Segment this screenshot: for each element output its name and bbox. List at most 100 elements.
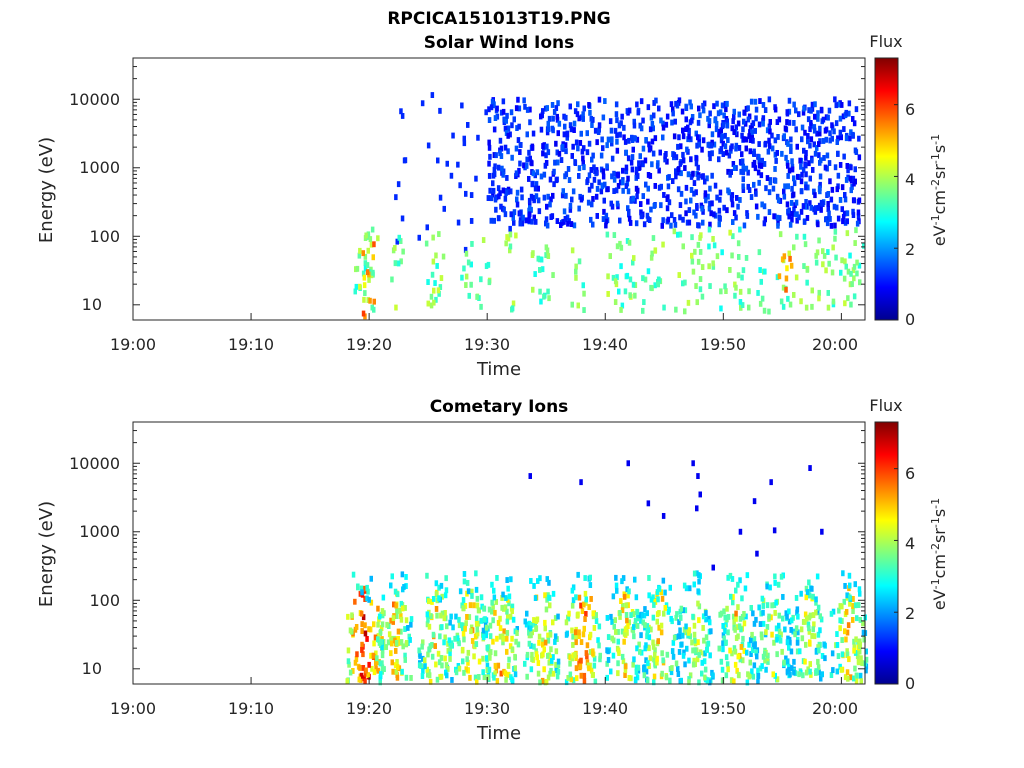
heatmap-cell [396, 636, 400, 642]
heatmap-cell [813, 101, 817, 108]
heatmap-cell [369, 652, 373, 659]
heatmap-cell [605, 163, 609, 170]
heatmap-cell [491, 191, 495, 198]
heatmap-cell [567, 177, 572, 183]
heatmap-cell [492, 587, 496, 594]
heatmap-cell [371, 254, 375, 261]
heatmap-cell [622, 630, 627, 637]
heatmap-cell [652, 656, 656, 663]
heatmap-cell [747, 641, 751, 648]
heatmap-cell [631, 146, 635, 153]
heatmap-cell [819, 616, 824, 623]
heatmap-cell [761, 102, 766, 108]
heatmap-cell [548, 631, 553, 638]
heatmap-cell [805, 589, 810, 596]
heatmap-cell [544, 216, 549, 223]
heatmap-cell [717, 156, 721, 163]
heatmap-cell [527, 207, 531, 214]
heatmap-cell [627, 619, 631, 626]
heatmap-cell [376, 235, 380, 242]
heatmap-cell [358, 247, 362, 254]
heatmap-cell [470, 593, 474, 599]
heatmap-cell [445, 623, 449, 630]
heatmap-cell [374, 665, 378, 672]
heatmap-cell [358, 283, 362, 290]
heatmap-cell [853, 581, 857, 588]
heatmap-cell [760, 201, 764, 208]
heatmap-cell [804, 669, 809, 676]
heatmap-cell [730, 576, 735, 582]
heatmap-cell [462, 265, 466, 272]
heatmap-cell [366, 297, 370, 303]
heatmap-cell [500, 165, 504, 172]
heatmap-cell [550, 658, 554, 664]
heatmap-cell [784, 286, 788, 293]
heatmap-cell [852, 275, 856, 282]
heatmap-cell [761, 603, 765, 609]
heatmap-cell [365, 262, 370, 268]
heatmap-cell [648, 126, 653, 133]
heatmap-cell [354, 624, 359, 630]
heatmap-cell [358, 665, 362, 671]
heatmap-cell [786, 162, 790, 169]
heatmap-cell [381, 594, 386, 601]
heatmap-cell [658, 149, 662, 156]
heatmap-cell [430, 642, 434, 648]
heatmap-cell [845, 669, 850, 676]
heatmap-cell [597, 96, 602, 103]
heatmap-cell [514, 232, 518, 239]
heatmap-cell [653, 247, 657, 254]
heatmap-cell [738, 299, 743, 305]
heatmap-cell [498, 633, 503, 640]
heatmap-cell [844, 636, 848, 643]
heatmap-cell [360, 641, 364, 648]
heatmap-cell [736, 203, 740, 210]
heatmap-cell [533, 595, 538, 601]
heatmap-cell [626, 155, 631, 162]
heatmap-cell [475, 602, 480, 609]
heatmap-cell [841, 113, 846, 120]
heatmap-cell [527, 629, 531, 636]
heatmap-cell [616, 629, 620, 635]
heatmap-cell [488, 187, 492, 194]
heatmap-cell [705, 646, 709, 653]
heatmap-cell [807, 625, 811, 632]
heatmap-cell [697, 617, 701, 624]
heatmap-cell [505, 175, 509, 181]
heatmap-cell [633, 292, 637, 299]
heatmap-cell [530, 622, 534, 628]
heatmap-cell [409, 616, 414, 622]
heatmap-cell [434, 296, 438, 303]
heatmap-cell [845, 163, 849, 169]
heatmap-cell [443, 634, 447, 641]
heatmap-cell [574, 139, 579, 146]
heatmap-cell [681, 157, 686, 164]
heatmap-cell [760, 663, 764, 669]
heatmap-cell [842, 598, 846, 605]
heatmap-cell [492, 217, 496, 224]
heatmap-cells [353, 92, 866, 320]
heatmap-cell [479, 276, 483, 283]
heatmap-cell [401, 248, 405, 255]
heatmap-cell [839, 134, 843, 141]
heatmap-cell [624, 164, 629, 171]
heatmap-cell [548, 602, 552, 609]
heatmap-cell [493, 670, 497, 677]
heatmap-cell [810, 157, 814, 164]
heatmap-cell [775, 150, 779, 156]
heatmap-cell [656, 281, 660, 288]
heatmap-cell [623, 626, 628, 633]
heatmap-cell [776, 581, 781, 588]
heatmap-cell [775, 676, 780, 683]
heatmap-cell [751, 610, 755, 617]
heatmap-cell [635, 609, 640, 615]
heatmap-cell [380, 647, 385, 654]
heatmap-cell [784, 655, 788, 662]
heatmap-cell [475, 626, 479, 633]
heatmap-cell [564, 148, 568, 155]
heatmap-cell [361, 614, 366, 621]
heatmap-cell [682, 582, 687, 589]
heatmap-cell [708, 200, 712, 207]
heatmap-cell [743, 120, 748, 127]
heatmap-cell [749, 194, 754, 200]
